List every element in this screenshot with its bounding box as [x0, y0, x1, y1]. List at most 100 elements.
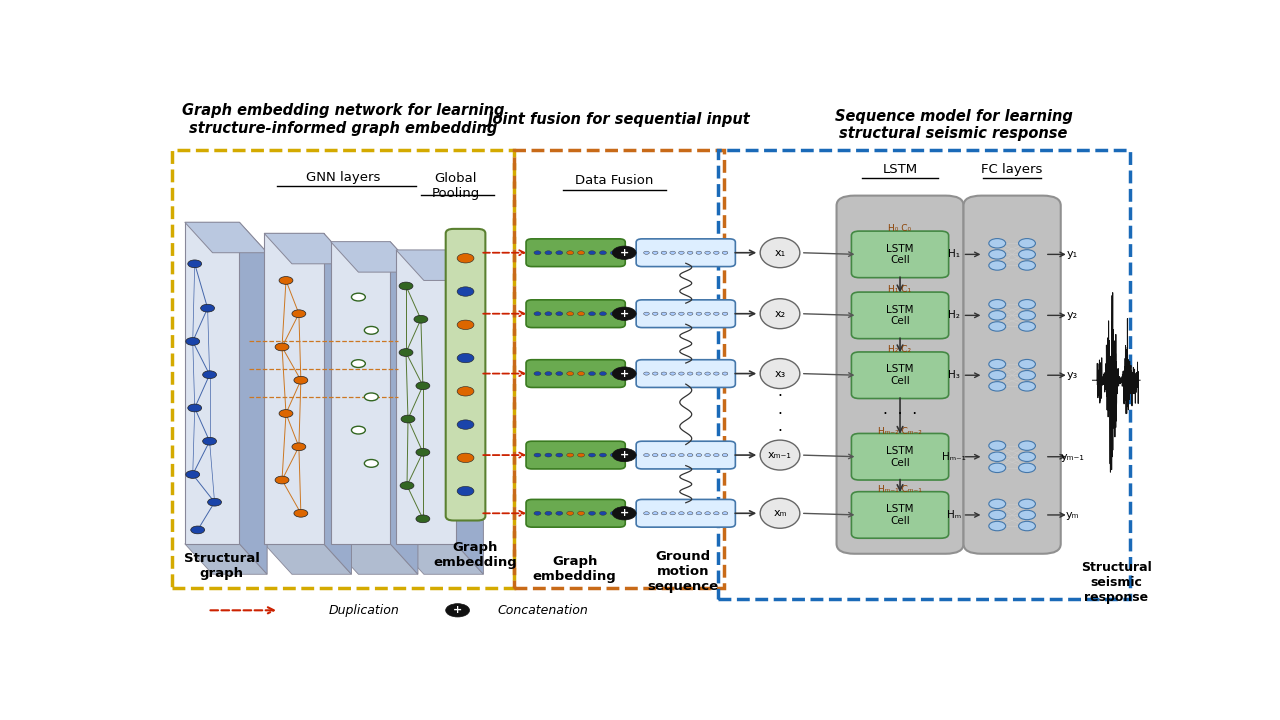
Text: GNN layers: GNN layers [306, 171, 380, 184]
Circle shape [612, 507, 636, 520]
Circle shape [687, 454, 692, 456]
FancyBboxPatch shape [636, 360, 735, 387]
FancyBboxPatch shape [851, 231, 948, 278]
Circle shape [612, 449, 636, 462]
Circle shape [186, 338, 200, 346]
Text: y₂: y₂ [1068, 310, 1078, 320]
Text: H₂ C₂: H₂ C₂ [888, 345, 911, 354]
Ellipse shape [760, 238, 800, 268]
FancyBboxPatch shape [636, 441, 735, 469]
FancyBboxPatch shape [636, 239, 735, 266]
Polygon shape [264, 233, 352, 264]
Circle shape [534, 312, 541, 315]
Circle shape [457, 487, 474, 496]
Text: y₁: y₁ [1068, 249, 1078, 259]
Circle shape [556, 251, 563, 255]
Text: Concatenation: Concatenation [498, 604, 588, 617]
Circle shape [589, 372, 595, 376]
Ellipse shape [760, 299, 800, 328]
Circle shape [577, 453, 585, 457]
Circle shape [567, 372, 573, 376]
Text: yₘ: yₘ [1066, 510, 1079, 520]
Circle shape [989, 452, 1006, 462]
Circle shape [556, 312, 563, 315]
Text: FC layers: FC layers [982, 163, 1043, 176]
Circle shape [705, 512, 710, 515]
Text: Structural
seismic
response: Structural seismic response [1080, 561, 1152, 604]
Text: LSTM
Cell: LSTM Cell [886, 364, 914, 386]
FancyBboxPatch shape [851, 492, 948, 539]
Circle shape [352, 426, 365, 434]
Circle shape [352, 360, 365, 367]
FancyBboxPatch shape [964, 196, 1061, 554]
Circle shape [678, 454, 685, 456]
Circle shape [611, 251, 617, 255]
Text: LSTM
Cell: LSTM Cell [886, 243, 914, 265]
Text: Ground
motion
sequence: Ground motion sequence [648, 550, 718, 593]
Polygon shape [330, 242, 417, 272]
Circle shape [696, 512, 701, 515]
Polygon shape [396, 544, 484, 575]
Circle shape [1019, 261, 1036, 270]
Polygon shape [396, 250, 456, 544]
Text: Hₘ₋₁ Cₘ₋₁: Hₘ₋₁ Cₘ₋₁ [878, 485, 922, 494]
Circle shape [1019, 441, 1036, 451]
Text: Hₘ: Hₘ [946, 510, 961, 520]
Circle shape [705, 454, 710, 456]
Polygon shape [184, 222, 239, 544]
Circle shape [713, 512, 719, 515]
Circle shape [399, 282, 413, 290]
Polygon shape [184, 544, 268, 575]
Ellipse shape [760, 359, 800, 389]
Circle shape [687, 251, 692, 254]
Circle shape [1019, 371, 1036, 380]
Circle shape [713, 312, 719, 315]
Circle shape [1019, 322, 1036, 331]
Circle shape [662, 251, 667, 254]
Text: Joint fusion for sequential input: Joint fusion for sequential input [486, 112, 750, 127]
Circle shape [292, 310, 306, 318]
Circle shape [556, 453, 563, 457]
Circle shape [1019, 499, 1036, 508]
Circle shape [1019, 359, 1036, 369]
Circle shape [687, 312, 692, 315]
Circle shape [294, 377, 307, 384]
Circle shape [416, 449, 430, 456]
Text: yₘ₋₁: yₘ₋₁ [1061, 451, 1084, 462]
Circle shape [292, 443, 306, 451]
Circle shape [457, 253, 474, 263]
Text: +: + [620, 369, 628, 379]
Text: LSTM
Cell: LSTM Cell [886, 504, 914, 526]
Text: H₁ C₁: H₁ C₁ [888, 285, 911, 294]
Text: ·  ·  ·: · · · [883, 407, 916, 422]
Text: ·
·
·: · · · [777, 390, 782, 439]
Circle shape [705, 312, 710, 315]
Circle shape [669, 454, 676, 456]
Circle shape [713, 372, 719, 375]
Text: LSTM
Cell: LSTM Cell [886, 446, 914, 467]
Circle shape [669, 372, 676, 375]
Circle shape [989, 499, 1006, 508]
Circle shape [1019, 238, 1036, 248]
Circle shape [611, 372, 617, 376]
Circle shape [653, 251, 658, 254]
Circle shape [457, 453, 474, 462]
Circle shape [662, 512, 667, 515]
Circle shape [713, 251, 719, 254]
Circle shape [696, 372, 701, 375]
Text: Graph
embedding: Graph embedding [434, 541, 517, 569]
Circle shape [577, 511, 585, 516]
Circle shape [577, 312, 585, 315]
Text: y₃: y₃ [1068, 370, 1078, 380]
Circle shape [534, 511, 541, 516]
Circle shape [722, 512, 728, 515]
Circle shape [577, 372, 585, 376]
Text: x₃: x₃ [774, 369, 786, 379]
Circle shape [611, 511, 617, 516]
Circle shape [696, 454, 701, 456]
Circle shape [1019, 463, 1036, 472]
Circle shape [589, 453, 595, 457]
Circle shape [279, 276, 293, 284]
Text: +: + [453, 606, 462, 616]
Circle shape [567, 312, 573, 315]
